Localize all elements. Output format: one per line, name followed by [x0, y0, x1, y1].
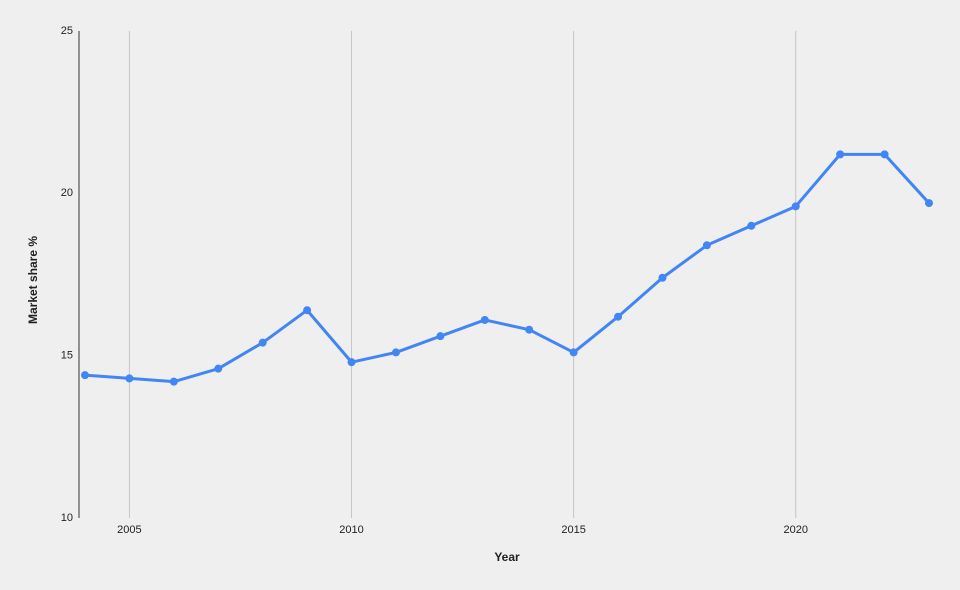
- data-point: [925, 199, 933, 208]
- x-tick-label: 2005: [117, 524, 141, 536]
- x-tick-label: 2010: [339, 524, 363, 536]
- data-point: [747, 221, 756, 230]
- data-point: [614, 312, 623, 321]
- data-point: [391, 348, 400, 357]
- y-tick-label: 20: [61, 187, 73, 199]
- data-point: [658, 273, 667, 282]
- x-axis-title: Year: [494, 550, 520, 564]
- data-point: [836, 150, 845, 159]
- data-point: [214, 364, 223, 373]
- data-point: [436, 332, 445, 341]
- data-point: [880, 150, 889, 159]
- data-line: [84, 152, 931, 384]
- y-tick-label: 25: [61, 25, 73, 37]
- data-point: [525, 325, 534, 334]
- y-axis-title: Market share %: [26, 236, 40, 324]
- data-point: [169, 377, 178, 386]
- data-point: [81, 371, 89, 380]
- data-point: [791, 202, 800, 211]
- data-point: [569, 348, 578, 357]
- data-point: [303, 306, 312, 315]
- x-tick-label: 2020: [783, 524, 807, 536]
- data-point: [480, 315, 489, 324]
- y-tick-label: 15: [61, 350, 73, 362]
- data-point: [347, 358, 356, 367]
- data-point: [702, 241, 711, 250]
- data-point: [125, 374, 134, 383]
- y-tick-label: 10: [61, 512, 73, 524]
- x-tick-label: 2015: [561, 524, 585, 536]
- data-point: [258, 338, 267, 347]
